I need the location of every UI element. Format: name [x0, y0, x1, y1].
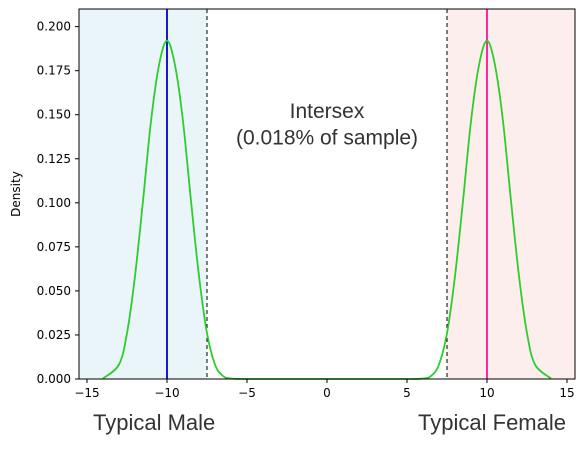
y-tick-label: 0.175: [37, 64, 71, 78]
x-axis-ticks: −15 −10 −5 0 5 10 15: [74, 379, 575, 400]
x-tick-label: 0: [323, 386, 331, 400]
y-tick-label: 0.150: [37, 108, 71, 122]
y-axis-title: Density: [9, 171, 23, 217]
y-tick-label: 0.050: [37, 284, 71, 298]
y-tick-label: 0.100: [37, 196, 71, 210]
x-tick-label: 10: [479, 386, 494, 400]
x-tick-label: −5: [238, 386, 256, 400]
x-tick-label: 15: [559, 386, 574, 400]
y-tick-label: 0.075: [37, 240, 71, 254]
typical-male-label: Typical Male: [93, 410, 215, 435]
typical-female-label: Typical Female: [418, 410, 566, 435]
y-axis-ticks: 0.000 0.025 0.050 0.075 0.100 0.125 0.150 0.175…: [37, 20, 79, 386]
x-tick-label: 5: [403, 386, 411, 400]
vertical-lines: [166, 9, 488, 379]
y-tick-label: 0.025: [37, 328, 71, 342]
x-tick-label: −10: [154, 386, 179, 400]
x-tick-label: −15: [74, 386, 99, 400]
intersex-label: Intersex: [290, 100, 365, 123]
intersex-percentage-label: (0.018% of sample): [236, 127, 418, 150]
y-tick-label: 0.000: [37, 372, 71, 386]
y-tick-label: 0.125: [37, 152, 71, 166]
shaded-regions: [79, 9, 575, 379]
y-tick-label: 0.200: [37, 20, 71, 34]
